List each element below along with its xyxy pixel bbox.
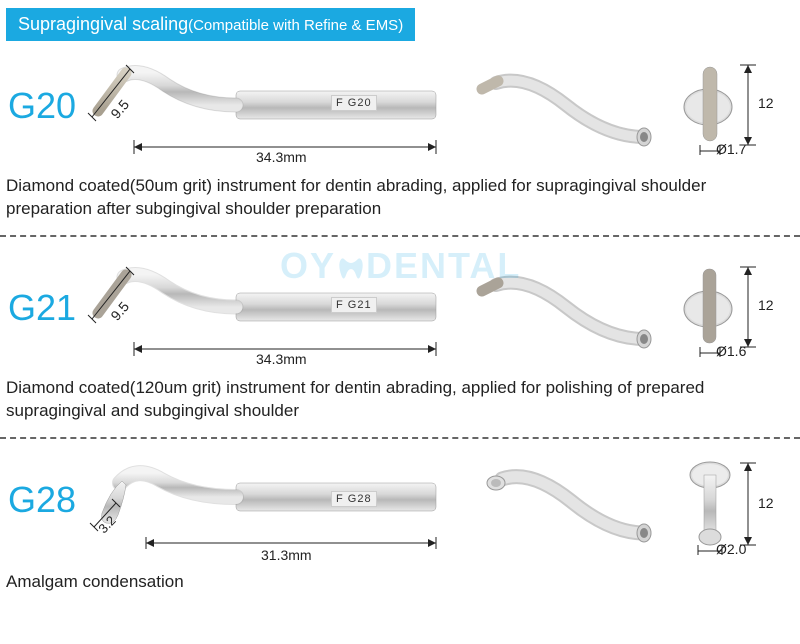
product-description: Diamond coated(120um grit) instrument fo… [6,373,794,423]
height-label: 12 [758,297,774,313]
instrument-stamp: F G21 [331,297,377,313]
instrument-stamp: F G28 [331,491,377,507]
product-section-g20: G20 [0,41,800,229]
instrument-perspective-view [476,267,656,357]
height-label: 12 [758,495,774,511]
body-length-label: 34.3mm [256,351,307,367]
diameter-label: Ø1.7 [716,141,746,157]
product-description: Amalgam condensation [6,567,794,594]
product-section-g28: G28 F G28 3.2 31.3mm [0,445,800,602]
header-subtitle: (Compatible with Refine & EMS) [188,17,403,34]
header-title: Supragingival scaling [18,14,188,34]
instrument-perspective-view [476,463,656,553]
product-description: Diamond coated(50um grit) instrument for… [6,171,794,221]
body-length-label: 31.3mm [261,547,312,563]
instrument-stamp: F G20 [331,95,377,111]
body-length-label: 34.3mm [256,149,307,165]
product-section-g21: G21 F G21 9.5 34.3mm [0,243,800,431]
instrument-perspective-view [476,65,656,155]
diameter-label: Ø2.0 [716,541,746,557]
drawing-row: F G20 9.5 34.3mm 12 Ø1.7 [6,51,794,171]
height-label: 12 [758,95,774,111]
drawing-row: F G21 9.5 34.3mm 12 Ø1.6 [6,253,794,373]
drawing-row: F G28 3.2 31.3mm 12 Ø2.0 [6,455,794,567]
section-divider [0,235,800,237]
header-bar: Supragingival scaling(Compatible with Re… [6,8,415,41]
section-divider [0,437,800,439]
diameter-label: Ø1.6 [716,343,746,359]
